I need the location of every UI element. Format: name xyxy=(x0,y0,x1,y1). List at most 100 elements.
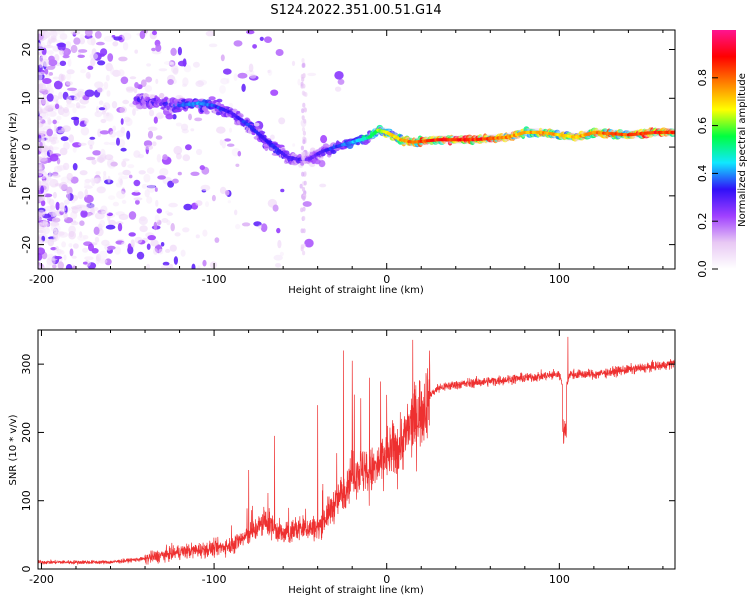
spectrogram-noise-blob xyxy=(117,223,123,232)
spectrogram-noise-blob xyxy=(79,34,85,40)
spectrogram-noise-blob xyxy=(191,263,196,269)
spectrogram-noise-blob xyxy=(111,101,118,109)
spectrogram-noise-blob xyxy=(107,53,114,62)
spectrogram-noise-blob xyxy=(134,49,138,54)
spectrogram-noise-blob xyxy=(273,254,283,261)
snr-y-tick-label: 0 xyxy=(20,566,33,573)
spectrogram-noise-blob xyxy=(301,171,305,177)
spectrogram-noise-blob xyxy=(63,254,67,261)
spectrogram-noise-blob xyxy=(166,219,171,226)
spectrogram-noise-blob xyxy=(304,238,314,248)
spectrogram-noise-blob xyxy=(54,103,60,110)
spectrogram-noise-blob xyxy=(202,229,208,237)
spectrogram-noise-blob xyxy=(94,31,102,39)
spectrogram-noise-blob xyxy=(216,126,226,134)
spectrogram-noise-blob xyxy=(127,243,132,251)
spectrogram-noise-blob xyxy=(51,174,61,178)
spectrogram-noise-blob xyxy=(233,73,238,81)
spectrogram-noise-blob xyxy=(89,144,93,150)
spectrogram-noise-blob xyxy=(66,192,71,201)
spectrogram-noise-blob xyxy=(65,264,73,269)
spectrogram-noise-blob xyxy=(303,107,307,113)
spectrogram-noise-blob xyxy=(139,30,146,40)
spectrogram-noise-blob xyxy=(60,250,65,255)
spectrogram-noise-blob xyxy=(77,88,85,92)
spectrogram-noise-blob xyxy=(302,215,306,221)
spectrogram-y-tick-label: -20 xyxy=(20,236,33,254)
spectrogram-noise-blob xyxy=(66,186,73,195)
spectrogram-noise-blob xyxy=(120,126,126,134)
spectrogram-noise-blob xyxy=(85,118,89,124)
spectrogram-noise-blob xyxy=(58,91,63,100)
spectrogram-noise-blob xyxy=(59,105,63,110)
spectrogram-noise-blob xyxy=(57,30,65,36)
spectrogram-noise-blob xyxy=(63,212,68,220)
spectrogram-noise-blob xyxy=(304,92,308,97)
spectrogram-noise-blob xyxy=(98,100,104,105)
spectrogram-noise-blob xyxy=(234,209,238,216)
spectrogram-noise-blob xyxy=(133,150,141,158)
spectrogram-noise-blob xyxy=(84,30,93,37)
spectrogram-noise-blob xyxy=(139,225,148,233)
spectrogram-noise-blob xyxy=(337,78,345,85)
spectrogram-noise-blob xyxy=(38,261,42,268)
spectrogram-noise-blob xyxy=(85,71,91,79)
spectrogram-noise-blob xyxy=(52,191,57,199)
spectrogram-noise-blob xyxy=(227,200,231,204)
spectrogram-noise-blob xyxy=(162,154,168,161)
spectrogram-noise-blob xyxy=(99,130,110,135)
spectrogram-noise-blob xyxy=(78,206,83,212)
spectrogram-noise-blob xyxy=(302,139,306,145)
spectrogram-noise-blob xyxy=(146,263,150,269)
spectrogram-noise-blob xyxy=(39,157,48,162)
spectrogram-noise-blob xyxy=(71,206,79,214)
spectrogram-noise-blob xyxy=(302,201,312,207)
spectrogram-noise-blob xyxy=(90,57,96,67)
spectrogram-noise-blob xyxy=(143,173,151,183)
spectrogram-noise-blob xyxy=(135,199,140,205)
spectrogram-noise-blob xyxy=(133,197,143,201)
spectrogram-noise-blob xyxy=(81,206,89,212)
spectrogram-noise-blob xyxy=(235,223,241,230)
spectrogram-noise-blob xyxy=(107,175,111,183)
spectrogram-noise-blob xyxy=(195,200,203,207)
spectrogram-noise-blob xyxy=(229,127,232,133)
spectrogram-ridge-cell xyxy=(169,97,177,104)
spectrogram-noise-blob xyxy=(121,160,127,168)
spectrogram-noise-blob xyxy=(144,85,153,92)
spectrogram-noise-blob xyxy=(105,224,116,230)
spectrogram-ridge-cell xyxy=(159,92,165,99)
spectrogram-noise-blob xyxy=(52,119,57,125)
spectrogram-noise-blob xyxy=(97,60,106,66)
spectrogram-noise-blob xyxy=(72,163,78,171)
spectrogram-noise-blob xyxy=(165,248,171,253)
spectrogram-noise-blob xyxy=(197,265,201,269)
spectrogram-noise-blob xyxy=(246,30,255,35)
spectrogram-noise-blob xyxy=(103,113,112,118)
spectrogram-noise-blob xyxy=(208,43,218,48)
spectrogram-noise-blob xyxy=(41,98,46,105)
spectrogram-noise-blob xyxy=(147,126,158,131)
spectrogram-noise-blob xyxy=(300,145,304,151)
spectrogram-noise-blob xyxy=(122,169,131,176)
spectrogram-noise-blob xyxy=(302,130,306,136)
spectrogram-x-axis-label: Height of straight line (km) xyxy=(288,285,424,296)
spectrogram-noise-blob xyxy=(46,85,53,91)
spectrogram-noise-blob xyxy=(175,122,182,127)
spectrogram-noise-blob xyxy=(168,202,178,208)
spectrogram-noise-blob xyxy=(128,211,137,220)
spectrogram-noise-blob xyxy=(94,212,105,220)
spectrogram-noise-blob xyxy=(94,236,100,243)
spectrogram-noise-blob xyxy=(302,72,306,78)
spectrogram-noise-blob xyxy=(49,178,54,186)
spectrogram-noise-blob xyxy=(248,63,254,73)
spectrogram-noise-blob xyxy=(169,61,175,66)
snr-x-tick-label: 100 xyxy=(549,573,570,586)
colorbar-tick-label: 0.8 xyxy=(696,69,709,87)
spectrogram-noise-blob xyxy=(160,264,171,269)
spectrogram-noise-blob xyxy=(38,51,42,56)
spectrogram-noise-blob xyxy=(96,86,105,93)
spectrogram-ridge-cell xyxy=(216,98,223,103)
